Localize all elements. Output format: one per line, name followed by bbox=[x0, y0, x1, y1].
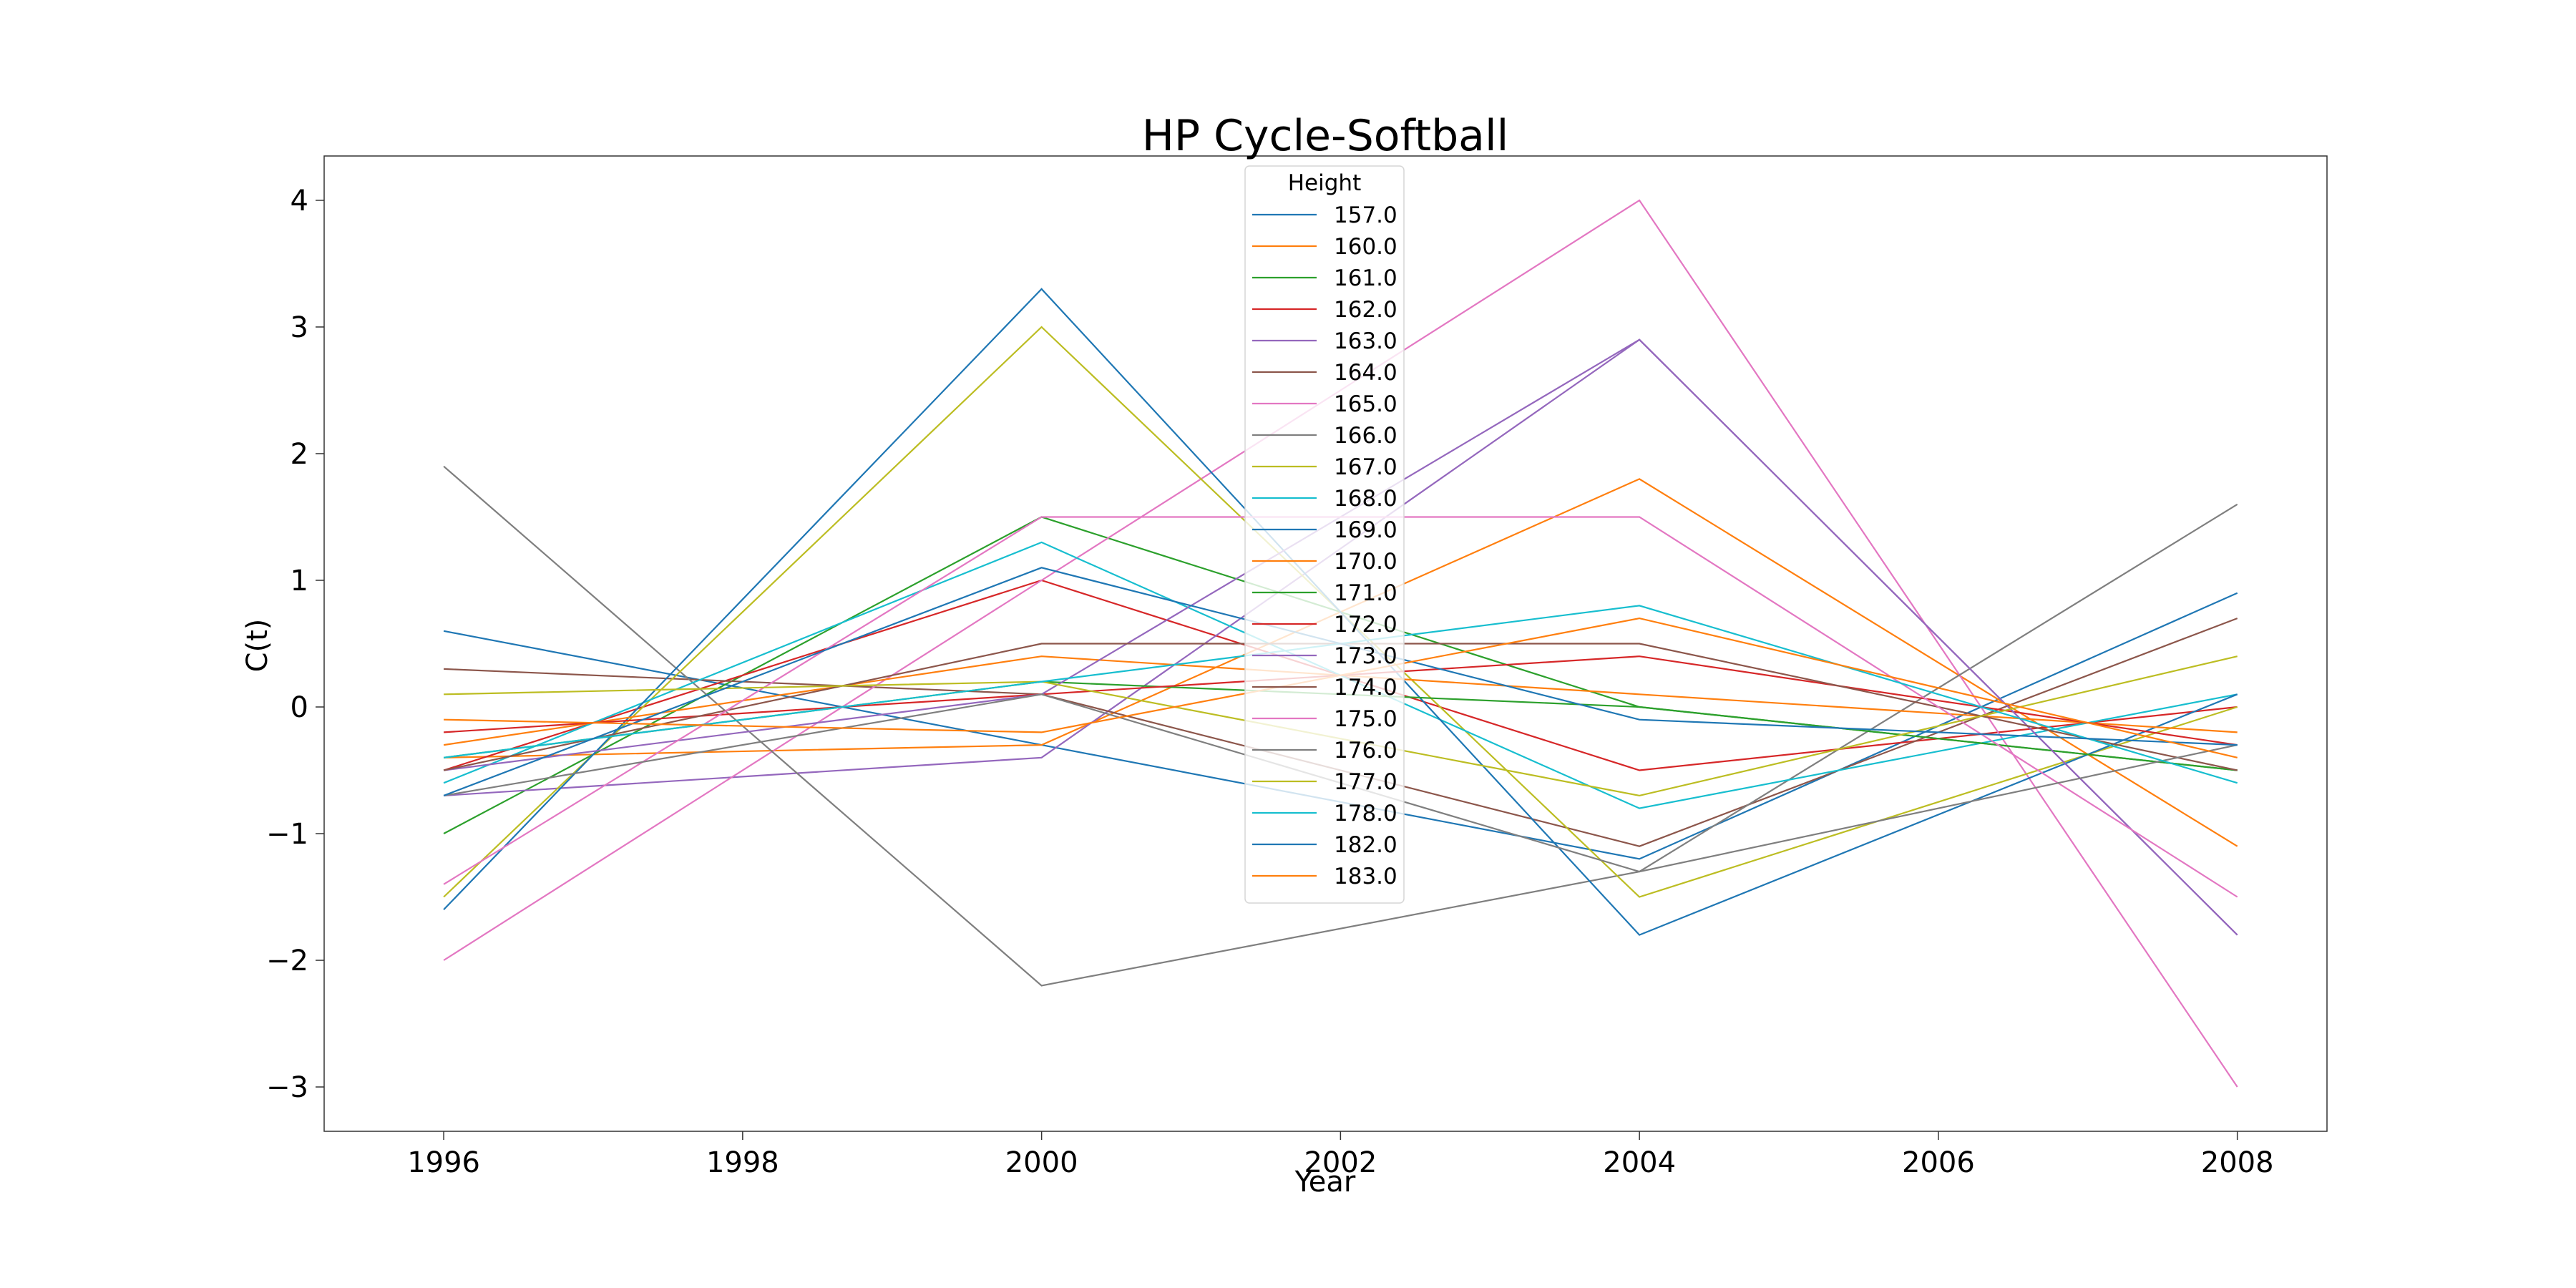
x-tick-label: 2006 bbox=[1902, 1146, 1975, 1179]
x-tick-label: 2004 bbox=[1603, 1146, 1676, 1179]
legend-label: 171.0 bbox=[1334, 580, 1397, 606]
legend-label: 162.0 bbox=[1334, 297, 1397, 323]
legend-label: 164.0 bbox=[1334, 360, 1397, 386]
legend-label: 160.0 bbox=[1334, 234, 1397, 260]
legend-label: 167.0 bbox=[1334, 454, 1397, 480]
legend-label: 174.0 bbox=[1334, 675, 1397, 701]
y-tick-label: 2 bbox=[291, 438, 308, 471]
x-tick-label: 1998 bbox=[706, 1146, 779, 1179]
y-tick-label: 1 bbox=[291, 565, 308, 597]
y-tick-label: −1 bbox=[266, 818, 308, 851]
plot-frame bbox=[323, 155, 2328, 1132]
legend-label: 176.0 bbox=[1334, 738, 1397, 763]
x-tick-label: 2000 bbox=[1005, 1146, 1078, 1179]
y-tick-label: 3 bbox=[291, 311, 308, 344]
legend-label: 157.0 bbox=[1334, 203, 1397, 228]
legend-label: 168.0 bbox=[1334, 486, 1397, 512]
legend-label: 170.0 bbox=[1334, 549, 1397, 575]
y-tick-label: 4 bbox=[291, 185, 308, 218]
x-tick-label: 2008 bbox=[2201, 1146, 2274, 1179]
legend: Height 157.0 160.0 161.0 162.0 163.0 164.0 165.… bbox=[1244, 165, 1405, 904]
legend-label: 175.0 bbox=[1334, 706, 1397, 732]
legend-title: Height bbox=[1288, 170, 1361, 196]
x-axis-label: Year bbox=[1294, 1166, 1356, 1199]
y-tick-label: −3 bbox=[266, 1071, 308, 1104]
legend-label: 166.0 bbox=[1334, 423, 1397, 449]
y-axis: −3 −2 −1 0 1 2 3 4 bbox=[266, 185, 324, 1104]
legend-label: 172.0 bbox=[1334, 612, 1397, 638]
legend-label: 183.0 bbox=[1334, 864, 1397, 889]
legend-label: 173.0 bbox=[1334, 643, 1397, 669]
legend-label: 163.0 bbox=[1334, 328, 1397, 354]
y-tick-label: −2 bbox=[266, 945, 308, 977]
legend-label: 182.0 bbox=[1334, 832, 1397, 858]
legend-label: 161.0 bbox=[1334, 265, 1397, 291]
x-tick-label: 2002 bbox=[1304, 1146, 1377, 1179]
legend-label: 169.0 bbox=[1334, 517, 1397, 543]
y-axis-label: C(t) bbox=[241, 619, 274, 673]
legend-label: 177.0 bbox=[1334, 769, 1397, 795]
x-axis: 1996 1998 2000 2002 2004 2006 2008 bbox=[407, 1131, 2274, 1179]
y-tick-label: 0 bbox=[291, 691, 308, 724]
x-tick-label: 1996 bbox=[407, 1146, 480, 1179]
legend-label: 165.0 bbox=[1334, 391, 1397, 417]
chart-title: HP Cycle-Softball bbox=[1142, 111, 1509, 161]
legend-label: 178.0 bbox=[1334, 801, 1397, 826]
